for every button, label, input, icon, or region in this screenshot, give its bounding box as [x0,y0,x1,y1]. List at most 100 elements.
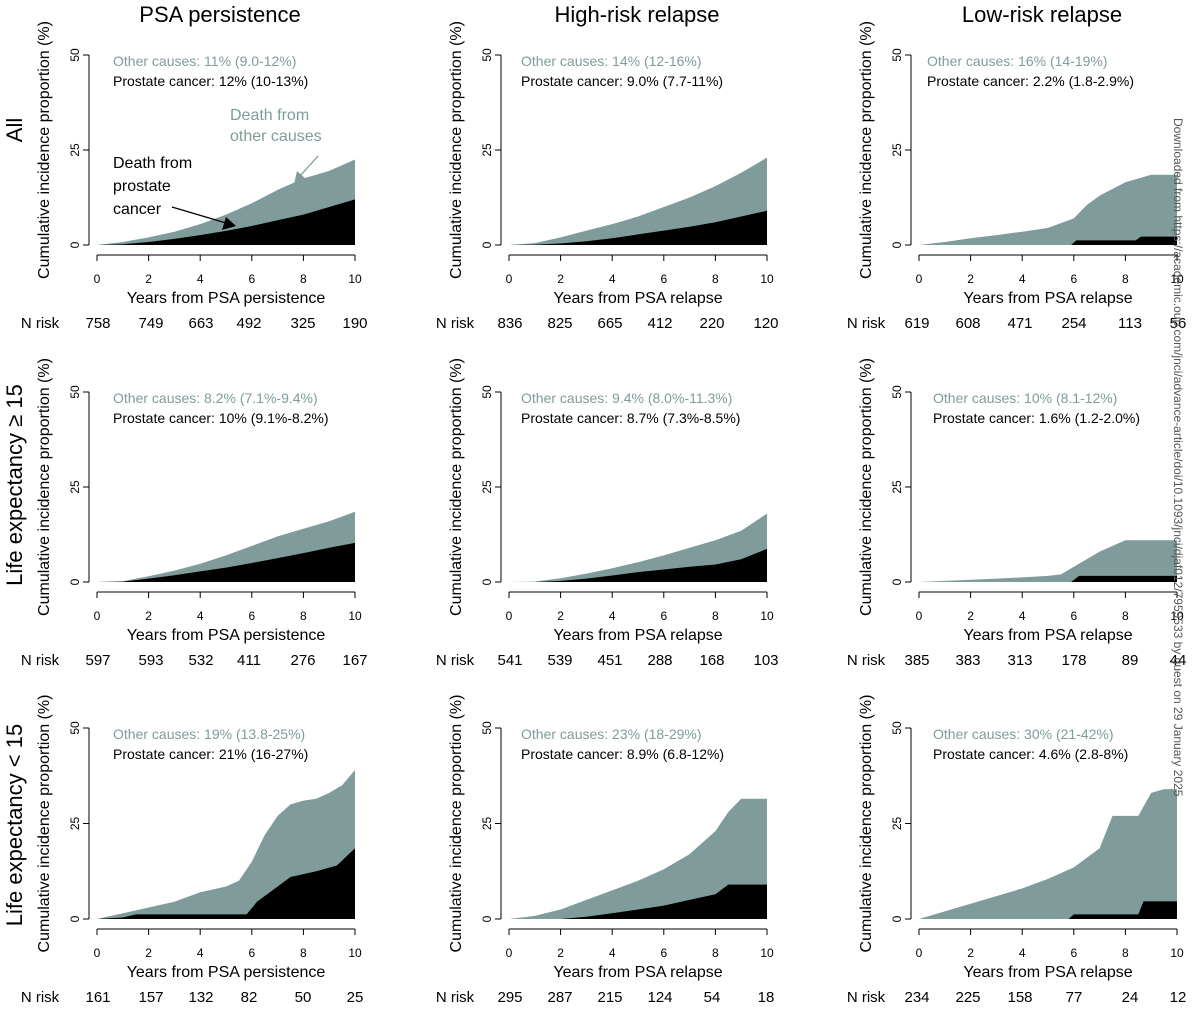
x-tick-label: 2 [967,609,974,623]
x-tick-label: 8 [300,272,307,286]
prostate-cancer-label: Prostate cancer: 8.7% (7.3%-8.5%) [521,410,740,426]
other-causes-area [919,789,1177,919]
callout-line: other causes [230,128,322,145]
x-tick-label: 0 [506,272,513,286]
prostate-cancer-label: Prostate cancer: 1.6% (1.2-2.0%) [933,410,1140,426]
y-axis-label: Cumulative incidence proportion (%) [36,695,53,953]
n-risk-value: 749 [138,315,163,332]
x-axis-label: Years from PSA relapse [553,627,722,644]
prostate-cancer-area [509,548,767,582]
panel-p11: 0 25 50 0 2 4 6 8 10 Years from PSA persistence Cu… [21,21,368,332]
n-risk-value: 287 [547,989,572,1006]
n-risk-value: 215 [597,989,622,1006]
prostate-cancer-label: Prostate cancer: 2.2% (1.8-2.9%) [927,73,1134,89]
x-tick-label: 6 [660,272,667,286]
x-tick-label: 0 [94,272,101,286]
prostate-cancer-area [919,236,1177,245]
x-tick-label: 10 [760,609,774,623]
panel-p13: 0 25 50 0 2 4 6 8 10 Years from PSA relapse Cumula… [847,21,1187,332]
x-tick-label: 8 [300,609,307,623]
other-causes-area [509,157,767,245]
prostate-cancer-area [509,210,767,245]
y-axis-label: Cumulative incidence proportion (%) [858,695,875,953]
n-risk-value: 113 [1118,315,1142,332]
arrowhead-prostate-cancer [222,217,236,230]
x-tick-label: 0 [916,946,923,960]
n-risk-label: N risk [21,315,60,332]
y-axis-label: Cumulative incidence proportion (%) [448,358,465,616]
n-risk-value: 295 [497,989,522,1006]
n-risk-value: 539 [547,652,572,669]
n-risk-value: 77 [1066,989,1083,1006]
x-tick-label: 0 [94,609,101,623]
n-risk-value: 178 [1061,652,1086,669]
y-tick-label: 25 [890,480,904,494]
n-risk-value: 225 [955,989,980,1006]
prostate-cancer-area [97,199,355,245]
callout-line: Death from [230,107,309,124]
n-risk-label: N risk [21,989,60,1006]
n-risk-value: 44 [1170,652,1187,669]
y-tick-label: 0 [480,241,494,248]
prostate-cancer-area [97,542,355,582]
n-risk-value: 103 [753,652,778,669]
panel-p32: 0 25 50 0 2 4 6 8 10 Years from PSA relapse Cumula… [436,695,775,1006]
other-causes-label: Other causes: 30% (21-42%) [933,726,1114,742]
y-tick-label: 25 [68,480,82,494]
x-tick-label: 10 [760,946,774,960]
x-axis-label: Years from PSA persistence [127,964,326,981]
y-tick-label: 0 [480,578,494,585]
n-risk-value: 411 [237,652,261,669]
other-causes-label: Other causes: 8.2% (7.1%-9.4%) [113,390,318,406]
row-title-all: All [2,118,27,142]
callout-line: prostate [113,178,171,195]
y-tick-label: 25 [480,143,494,157]
x-tick-label: 6 [248,272,255,286]
y-tick-label: 50 [890,48,904,62]
x-tick-label: 10 [1170,272,1184,286]
other-causes-label: Other causes: 23% (18-29%) [521,726,702,742]
x-tick-label: 4 [197,946,204,960]
n-risk-value: 836 [497,315,522,332]
n-risk-value: 254 [1061,315,1086,332]
n-risk-value: 56 [1170,315,1187,332]
row-title-life-expectancy-ge-15: Life expectancy ≥ 15 [2,384,27,586]
column-title-low-risk-relapse: Low-risk relapse [962,2,1122,27]
n-risk-value: 451 [597,652,622,669]
n-risk-value: 158 [1007,989,1032,1006]
x-tick-label: 10 [760,272,774,286]
n-risk-value: 825 [547,315,572,332]
n-risk-value: 276 [290,652,315,669]
n-risk-value: 132 [188,989,213,1006]
n-risk-value: 25 [347,989,364,1006]
x-tick-label: 10 [1170,609,1184,623]
x-tick-label: 6 [660,946,667,960]
y-tick-label: 50 [68,721,82,735]
y-tick-label: 0 [68,241,82,248]
arrow-other-causes [299,155,319,177]
n-risk-value: 220 [699,315,724,332]
prostate-cancer-area [919,901,1177,919]
n-risk-value: 24 [1122,989,1139,1006]
x-tick-label: 6 [660,609,667,623]
n-risk-value: 619 [904,315,929,332]
y-axis-label: Cumulative incidence proportion (%) [448,695,465,953]
other-causes-label: Other causes: 19% (13.8-25%) [113,726,305,742]
x-tick-label: 2 [557,609,564,623]
n-risk-label: N risk [21,652,60,669]
n-risk-value: 234 [904,989,929,1006]
n-risk-value: 167 [342,652,367,669]
x-tick-label: 0 [94,946,101,960]
y-tick-label: 50 [480,48,494,62]
arrow-prostate-cancer [171,206,227,224]
y-tick-label: 0 [890,915,904,922]
n-risk-value: 12 [1170,989,1187,1006]
n-risk-label: N risk [436,315,475,332]
n-risk-value: 124 [647,989,672,1006]
prostate-cancer-label: Prostate cancer: 8.9% (6.8-12%) [521,746,724,762]
panel-p31: 0 25 50 0 2 4 6 8 10 Years from PSA persistence Cu… [21,695,364,1006]
y-axis-label: Cumulative incidence proportion (%) [858,21,875,279]
